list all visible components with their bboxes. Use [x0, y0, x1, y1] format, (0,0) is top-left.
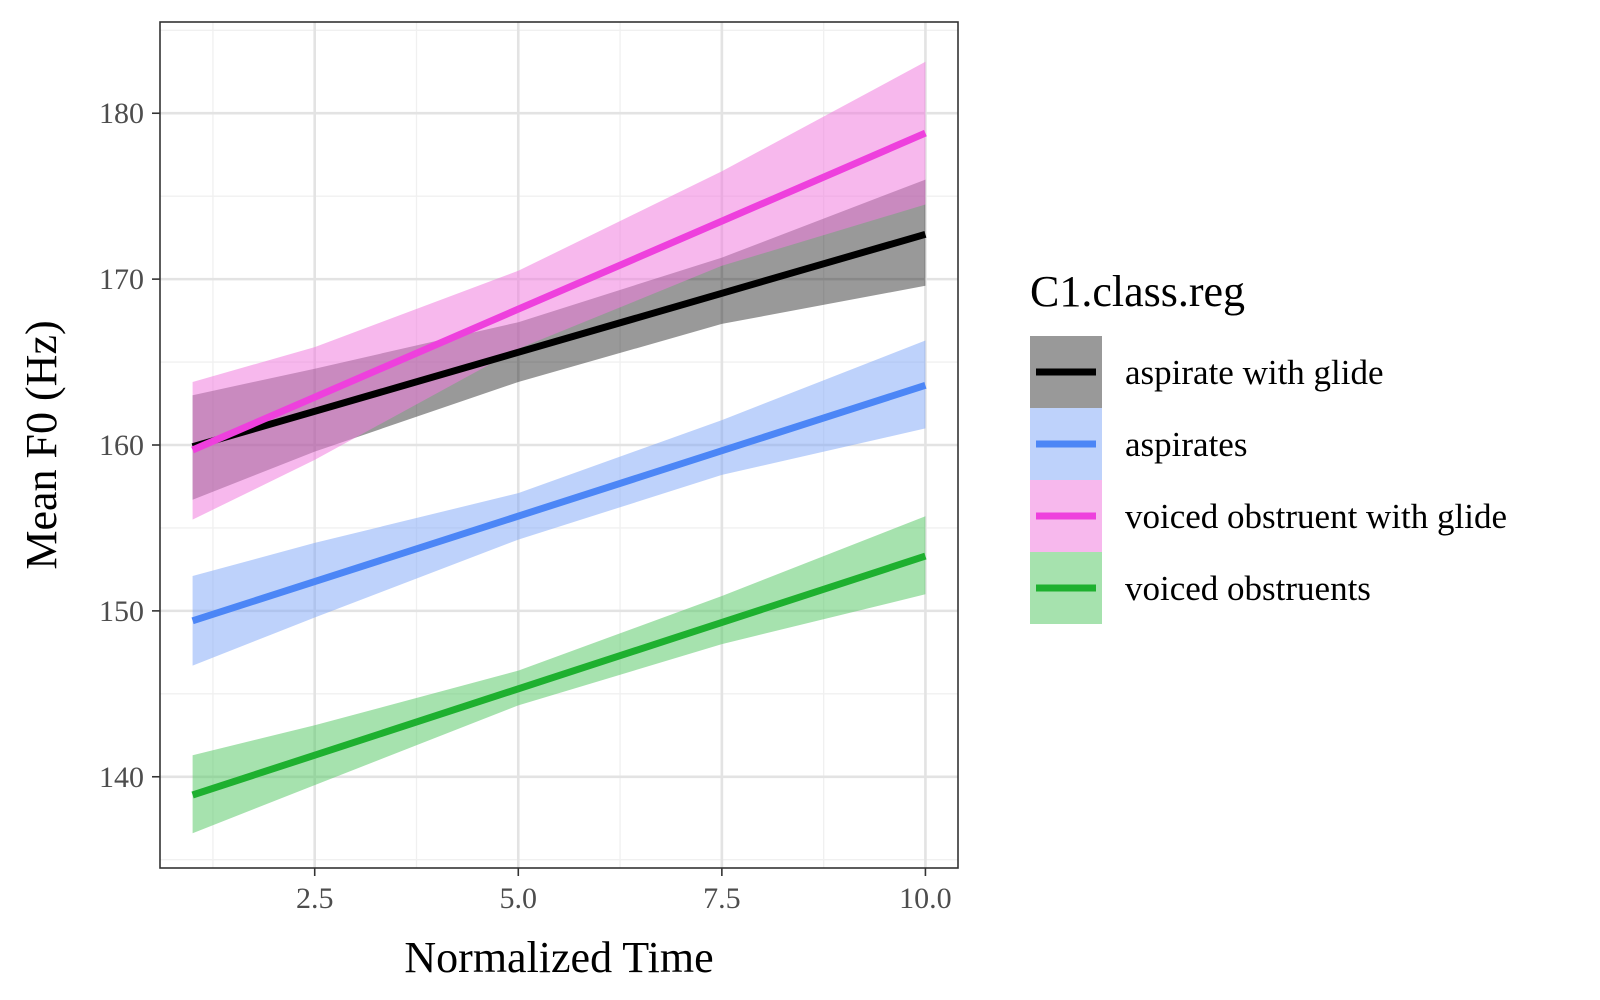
y-axis-title: Mean F0 (Hz): [17, 320, 66, 569]
series-line: [191, 230, 927, 451]
series-line: [191, 381, 927, 625]
legend-label: voiced obstruent with glide: [1125, 497, 1507, 536]
y-tick-label: 150: [99, 595, 144, 628]
legend-label: aspirate with glide: [1125, 353, 1384, 392]
x-tick-label: 10.0: [899, 882, 952, 915]
legend: C1.class.reg aspirate with glideaspirate…: [1030, 267, 1507, 624]
y-tick-label: 140: [99, 761, 144, 794]
series-lines: [191, 129, 927, 799]
legend-label: voiced obstruents: [1125, 569, 1371, 608]
x-axis: 2.5 5.0 7.5 10.0: [296, 868, 952, 915]
y-tick-label: 180: [99, 97, 144, 130]
series-line: [191, 552, 927, 799]
legend-label: aspirates: [1125, 425, 1247, 464]
series-line: [191, 129, 927, 454]
legend-items: aspirate with glide aspirates voiced obstr…: [1030, 336, 1507, 624]
x-tick-label: 7.5: [703, 882, 741, 915]
x-tick-label: 2.5: [296, 882, 334, 915]
x-tick-label: 5.0: [500, 882, 538, 915]
x-axis-title: Normalized Time: [404, 933, 713, 982]
y-tick-label: 170: [99, 263, 144, 296]
y-tick-label: 160: [99, 429, 144, 462]
plot-panel: [159, 21, 959, 869]
y-axis: 140 150 160 170 180: [99, 97, 160, 794]
legend-title: C1.class.reg: [1030, 267, 1245, 316]
